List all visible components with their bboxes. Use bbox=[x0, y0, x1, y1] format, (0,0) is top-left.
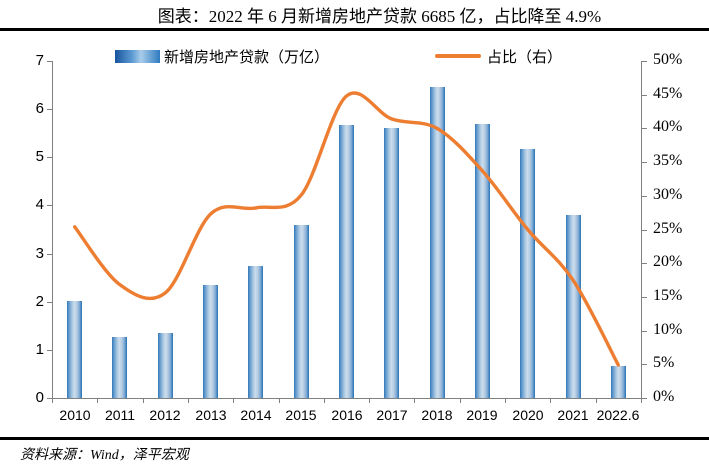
x-axis-tick bbox=[505, 399, 506, 403]
left-axis-tick bbox=[47, 302, 52, 303]
loan-bar-2011 bbox=[112, 337, 127, 398]
bottom-axis-line bbox=[52, 398, 642, 399]
loan-bar-2018 bbox=[430, 87, 445, 398]
right-axis-tick bbox=[642, 95, 647, 96]
right-axis-tick-label: 35% bbox=[653, 152, 683, 169]
left-axis-tick bbox=[47, 398, 52, 399]
right-axis-tick bbox=[642, 297, 647, 298]
x-axis-category-label: 2010 bbox=[59, 407, 91, 423]
x-axis-tick bbox=[596, 399, 597, 403]
loan-bar-2012 bbox=[158, 333, 173, 398]
loan-bar-2022.6 bbox=[611, 366, 626, 398]
chart-title: 图表：2022 年 6 月新增房地产贷款 6685 亿，占比降至 4.9% bbox=[157, 7, 602, 26]
x-axis-category-label: 2013 bbox=[195, 407, 227, 423]
x-axis-tick bbox=[324, 399, 325, 403]
source-note: 资料来源：Wind，泽平宏观 bbox=[20, 448, 189, 463]
x-axis-category-label: 2018 bbox=[421, 407, 453, 423]
loan-bar-2014 bbox=[248, 266, 263, 398]
right-axis-tick-label: 10% bbox=[653, 321, 683, 338]
left-axis-tick bbox=[47, 109, 52, 110]
right-axis-tick bbox=[642, 398, 647, 399]
left-axis-tick-label: 5 bbox=[35, 148, 44, 165]
left-axis-line bbox=[52, 61, 53, 399]
x-axis-category-label: 2019 bbox=[466, 407, 498, 423]
right-axis-tick-label: 5% bbox=[653, 354, 675, 371]
loan-bar-2016 bbox=[339, 125, 354, 398]
bar-series-label: 新增房地产贷款（万亿） bbox=[164, 49, 330, 66]
loan-bar-2010 bbox=[67, 301, 82, 398]
right-axis-tick bbox=[642, 230, 647, 231]
loan-bar-2015 bbox=[294, 225, 309, 398]
x-axis-tick bbox=[369, 399, 370, 403]
loan-bar-2013 bbox=[203, 285, 218, 398]
right-axis-tick-label: 20% bbox=[653, 253, 683, 270]
legend-item-bars: 新增房地产贷款（万亿） bbox=[115, 47, 330, 66]
x-axis-category-label: 2021 bbox=[557, 407, 589, 423]
x-axis-category-label: 2022.6 bbox=[596, 407, 640, 423]
loan-bar-2019 bbox=[475, 124, 490, 398]
x-axis-tick bbox=[641, 399, 642, 403]
loan-bar-2017 bbox=[384, 128, 399, 398]
right-axis-tick bbox=[642, 263, 647, 264]
right-axis-tick bbox=[642, 128, 647, 129]
x-axis-tick bbox=[279, 399, 280, 403]
left-axis-tick-label: 2 bbox=[35, 293, 44, 310]
x-axis-category-label: 2015 bbox=[285, 407, 317, 423]
left-axis-tick-label: 6 bbox=[35, 100, 44, 117]
x-axis-category-label: 2016 bbox=[331, 407, 363, 423]
x-axis-tick bbox=[414, 399, 415, 403]
loan-bar-2021 bbox=[566, 215, 581, 398]
left-axis-tick-label: 3 bbox=[35, 245, 44, 262]
x-axis-tick bbox=[233, 399, 234, 403]
left-axis-tick-label: 7 bbox=[35, 52, 44, 69]
left-axis-tick bbox=[47, 205, 52, 206]
top-rule bbox=[0, 28, 709, 31]
left-axis-tick-label: 1 bbox=[35, 341, 44, 358]
loan-bar-2020 bbox=[520, 149, 535, 398]
right-axis-tick bbox=[642, 364, 647, 365]
x-axis-tick bbox=[188, 399, 189, 403]
right-axis-tick-label: 50% bbox=[653, 51, 683, 68]
x-axis-tick bbox=[550, 399, 551, 403]
x-axis-category-label: 2014 bbox=[240, 407, 272, 423]
x-axis-tick bbox=[143, 399, 144, 403]
left-axis-tick-label: 0 bbox=[35, 389, 44, 406]
legend-item-line: 占比（右） bbox=[435, 47, 563, 66]
right-axis-tick-label: 25% bbox=[653, 220, 683, 237]
x-axis-tick bbox=[97, 399, 98, 403]
line-series-swatch bbox=[435, 54, 481, 58]
left-axis-tick bbox=[47, 350, 52, 351]
right-axis-tick-label: 45% bbox=[653, 85, 683, 102]
x-axis-category-label: 2020 bbox=[512, 407, 544, 423]
line-series-label: 占比（右） bbox=[487, 49, 563, 66]
right-axis-tick bbox=[642, 61, 647, 62]
left-axis-tick bbox=[47, 254, 52, 255]
bottom-rule bbox=[0, 437, 709, 440]
left-axis-tick-label: 4 bbox=[35, 196, 44, 213]
right-axis-tick bbox=[642, 196, 647, 197]
x-axis-category-label: 2012 bbox=[149, 407, 181, 423]
right-axis-line bbox=[641, 61, 642, 399]
x-axis-category-label: 2017 bbox=[376, 407, 408, 423]
right-axis-tick bbox=[642, 331, 647, 332]
x-axis-category-label: 2011 bbox=[104, 407, 136, 423]
right-axis-tick bbox=[642, 162, 647, 163]
right-axis-tick-label: 40% bbox=[653, 118, 683, 135]
bar-series-swatch bbox=[115, 49, 160, 63]
right-axis-tick-label: 30% bbox=[653, 186, 683, 203]
right-axis-tick-label: 0% bbox=[653, 388, 675, 405]
x-axis-tick bbox=[460, 399, 461, 403]
right-axis-tick-label: 15% bbox=[653, 287, 683, 304]
x-axis-tick bbox=[52, 399, 53, 403]
left-axis-tick bbox=[47, 61, 52, 62]
left-axis-tick bbox=[47, 157, 52, 158]
